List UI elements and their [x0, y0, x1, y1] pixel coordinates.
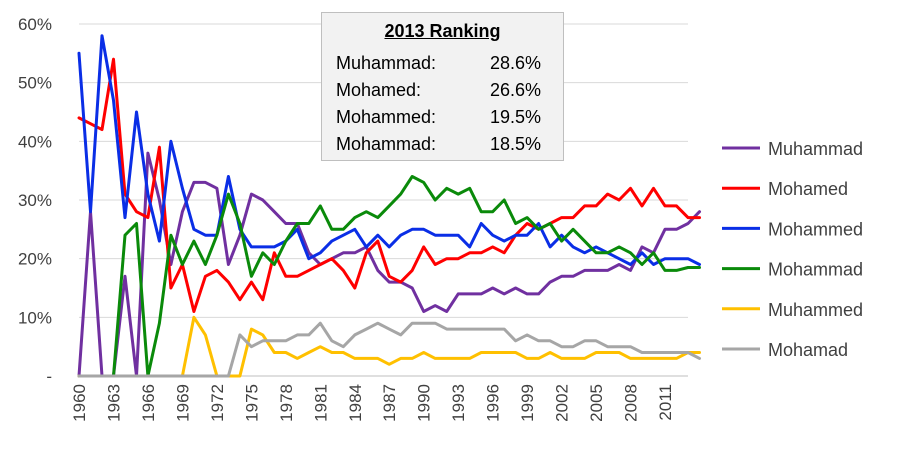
- series-lines: [77, 34, 701, 378]
- legend-label: Mohammed: [768, 219, 863, 239]
- ranking-row: Mohammad: 18.5%: [336, 134, 553, 160]
- legend: Muhammad Mohamed Mohammed Mohammad Muhammed M…: [722, 139, 863, 360]
- y-tick-label: 40%: [18, 132, 52, 151]
- x-tick-label: 2002: [553, 384, 572, 422]
- x-tick-label: 1966: [139, 384, 158, 422]
- x-tick-label: 1978: [277, 384, 296, 422]
- y-tick-label: 50%: [18, 74, 52, 93]
- x-tick-label: 1963: [104, 384, 123, 422]
- x-tick-label: 1960: [70, 384, 89, 422]
- y-tick-label: -: [46, 367, 52, 386]
- x-tick-label: 1999: [518, 384, 537, 422]
- x-tick-label: 1996: [484, 384, 503, 422]
- ranking-title: 2013 Ranking: [384, 21, 501, 41]
- x-tick-label: 2005: [587, 384, 606, 422]
- x-tick-label: 1981: [311, 384, 330, 422]
- legend-label: Muhammad: [768, 139, 863, 159]
- x-tick-label: 2008: [622, 384, 641, 422]
- y-tick-label: 60%: [18, 15, 52, 34]
- ranking-name: Muhammad:: [336, 53, 437, 73]
- series-line-mohamad: [77, 321, 701, 378]
- axes: - 10% 20% 30% 40% 50% 60% 1960 1963 1966 1969 1972 1…: [18, 15, 688, 422]
- ranking-name: Mohamed:: [336, 80, 422, 100]
- ranking-percent: 18.5%: [489, 134, 541, 154]
- series-line-mohammed: [77, 34, 701, 266]
- x-tick-label: 1987: [380, 384, 399, 422]
- ranking-row: Muhammad: 28.6%: [336, 53, 553, 79]
- ranking-name: Mohammad:: [336, 134, 437, 154]
- y-tick-label: 10%: [18, 308, 52, 327]
- ranking-name: Mohammed:: [336, 107, 437, 127]
- x-tick-label: 1975: [242, 384, 261, 422]
- ranking-row: Mohammed: 19.5%: [336, 107, 553, 133]
- legend-label: Mohammad: [768, 260, 863, 280]
- ranking-percent: 26.6%: [489, 80, 541, 100]
- ranking-percent: 19.5%: [489, 107, 541, 127]
- ranking-row: Mohamed: 26.6%: [336, 80, 553, 106]
- x-tick-label: 1969: [173, 384, 192, 422]
- y-tick-label: 30%: [18, 191, 52, 210]
- x-tick-label: 2011: [656, 384, 675, 421]
- x-tick-label: 1984: [346, 384, 365, 422]
- legend-label: Mohamed: [768, 179, 848, 199]
- x-tick-label: 1972: [208, 384, 227, 422]
- x-tick-label: 1993: [449, 384, 468, 422]
- series-line-mohammad: [77, 175, 701, 378]
- ranking-box: 2013 Ranking Muhammad: 28.6% Mohamed: 26…: [321, 12, 564, 161]
- ranking-percent: 28.6%: [489, 53, 541, 73]
- legend-label: Muhammed: [768, 300, 863, 320]
- y-tick-label: 20%: [18, 250, 52, 269]
- legend-label: Mohamad: [768, 340, 848, 360]
- series-line-muhammad: [77, 151, 701, 378]
- x-tick-label: 1990: [415, 384, 434, 422]
